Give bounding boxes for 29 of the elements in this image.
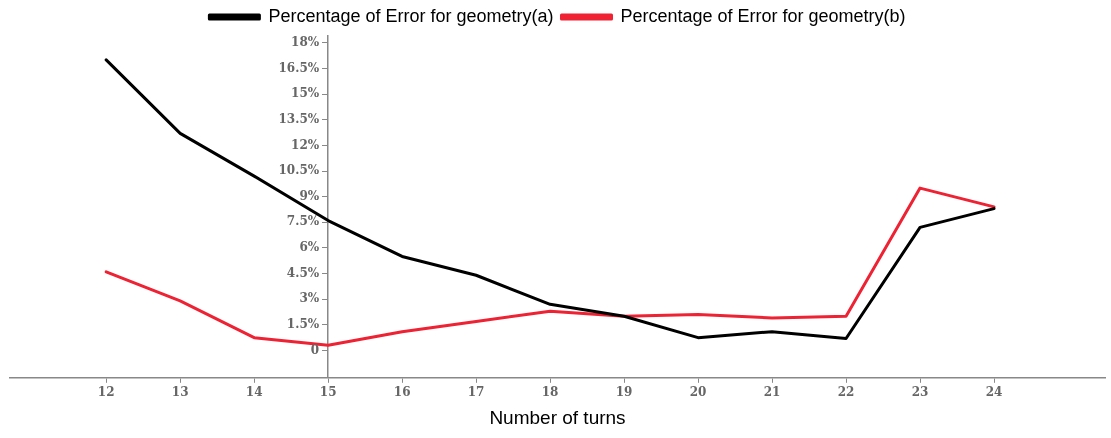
x-tick-label: 14 [245, 385, 263, 400]
y-tick-label: 7.5% [286, 214, 320, 229]
y-tick-label: 6% [299, 240, 320, 255]
y-tick-label: 1.5% [286, 316, 320, 331]
legend-label: Percentage of Error for geometry(a) [268, 5, 554, 26]
x-tick-label: 20 [689, 385, 707, 400]
x-tick-label: 12 [97, 385, 115, 400]
y-tick-label: 0 [310, 342, 320, 357]
x-tick-label: 18 [541, 385, 559, 400]
y-tick-label: 18% [291, 34, 320, 49]
y-tick-label: 3% [299, 291, 320, 306]
x-tick-label: 19 [615, 385, 633, 400]
y-tick-label: 15% [291, 86, 320, 101]
x-tick-label: 17 [467, 385, 485, 400]
y-tick-label: 9% [299, 188, 320, 203]
x-tick-label: 23 [911, 385, 929, 400]
y-tick-label: 16.5% [278, 60, 320, 75]
x-tick-label: 21 [763, 385, 781, 400]
x-tick-label: 22 [837, 385, 855, 400]
y-tick-label: 10.5% [278, 163, 320, 178]
y-tick-label: 4.5% [286, 265, 320, 280]
x-axis-title: Number of turns [489, 406, 626, 428]
x-tick-label: 16 [393, 385, 411, 400]
x-tick-label: 15 [319, 385, 337, 400]
y-tick-label: 13.5% [278, 111, 320, 126]
x-tick-label: 24 [985, 385, 1003, 400]
legend-label: Percentage of Error for geometry(b) [620, 5, 906, 26]
x-tick-label: 13 [171, 385, 189, 400]
y-tick-label: 12% [291, 137, 320, 152]
